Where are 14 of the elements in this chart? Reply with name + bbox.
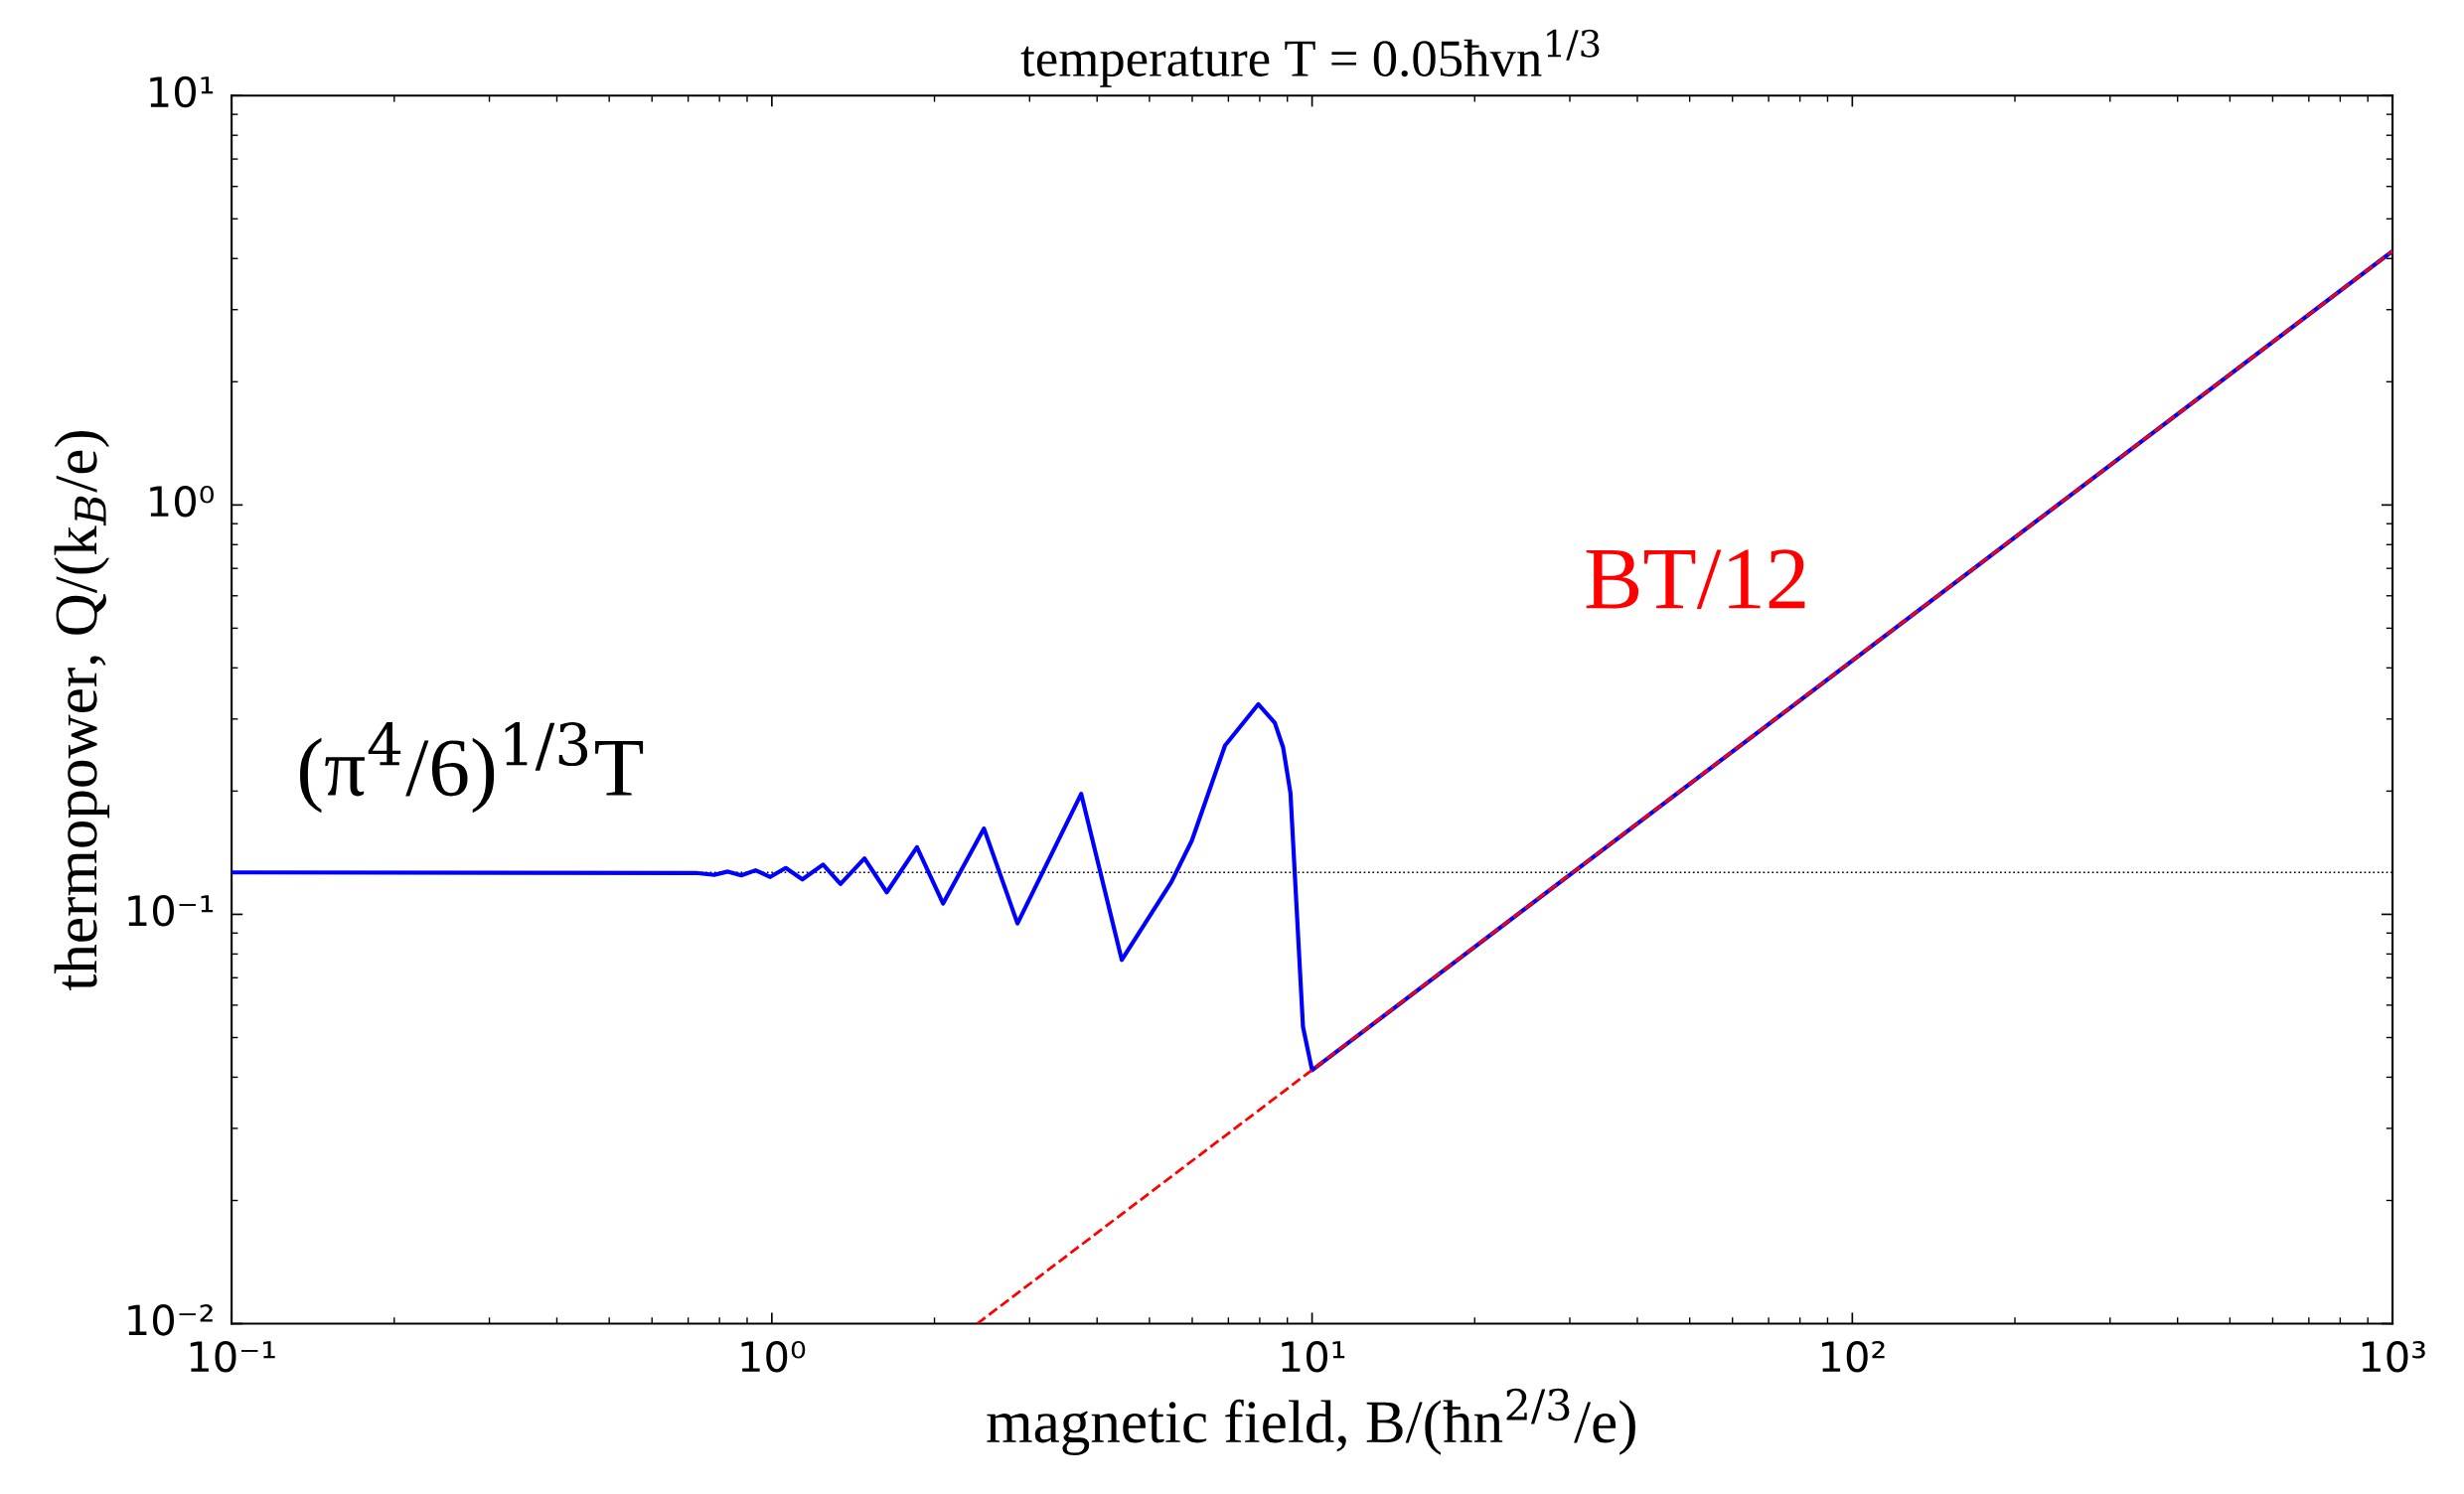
x-tick-label: 10² (1822, 1340, 1885, 1373)
y-tick-label: 10¹ (150, 75, 214, 108)
y-tick-label: 10⁻¹ (128, 895, 214, 927)
x-tick-label: 10⁻¹ (190, 1340, 275, 1373)
x-tick-label: 10³ (2362, 1340, 2425, 1373)
y-tick-label: 10⁻² (128, 1304, 213, 1336)
x-tick-label: 10¹ (1282, 1340, 1345, 1373)
chart-title: temperature T = 0.05ħvn$^{1/3}$ (1020, 29, 1600, 87)
annotation: (π$^{4}$/6)$^{1/3}$T (300, 721, 644, 814)
x-tick-label: 10⁰ (741, 1340, 806, 1373)
y-tick-label: 10⁰ (150, 485, 215, 518)
y-axis-title: thermopower, Q/(k$_{B}$/e) (54, 430, 110, 991)
annotation: BT/12 (1586, 549, 1805, 610)
x-axis-title: magnetic field, B/(ħn$^{2/3}$/e) (987, 1388, 1635, 1456)
